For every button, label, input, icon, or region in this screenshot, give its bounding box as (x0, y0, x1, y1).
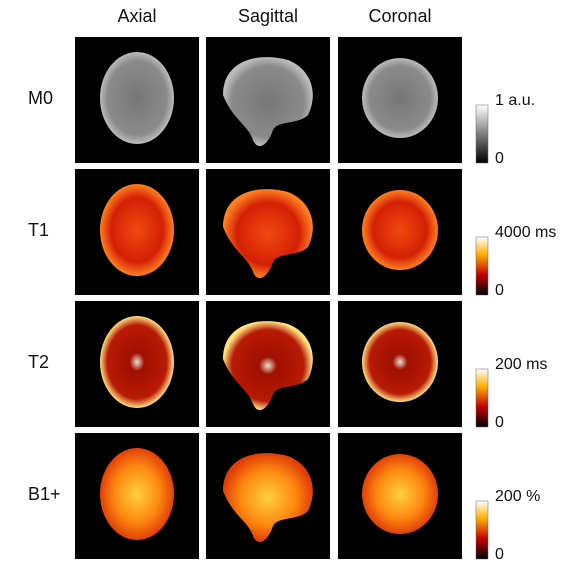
colorbar-min: 0 (495, 282, 504, 299)
brain-coronal (362, 58, 438, 138)
row-label: T2 (28, 352, 49, 372)
brain-coronal (362, 322, 438, 402)
colorbar-max: 200 % (495, 488, 540, 505)
row-label: B1+ (28, 484, 61, 504)
colorbar (475, 368, 489, 428)
brain-sagittal (223, 321, 313, 411)
brain-axial (100, 448, 174, 540)
row-label: M0 (28, 88, 53, 108)
row-label: T1 (28, 220, 49, 240)
brain-coronal (362, 454, 438, 534)
colorbar (475, 236, 489, 296)
colorbar-max: 1 a.u. (495, 92, 535, 109)
brain-coronal (362, 190, 438, 270)
colorbar-min: 0 (495, 546, 504, 563)
brain-axial (100, 316, 174, 408)
colorbar (475, 104, 489, 164)
brain-axial (100, 184, 174, 276)
brain-sagittal (223, 57, 313, 147)
colorbar-min: 0 (495, 150, 504, 167)
colorbar-min: 0 (495, 414, 504, 431)
column-header: Coronal (368, 6, 431, 26)
colorbar-max: 200 ms (495, 356, 547, 373)
column-header: Sagittal (238, 6, 298, 26)
brain-axial (100, 52, 174, 144)
colorbar-max: 4000 ms (495, 224, 556, 241)
column-header: Axial (117, 6, 156, 26)
brain-sagittal (223, 453, 313, 543)
colorbar (475, 500, 489, 560)
brain-sagittal (223, 189, 313, 279)
